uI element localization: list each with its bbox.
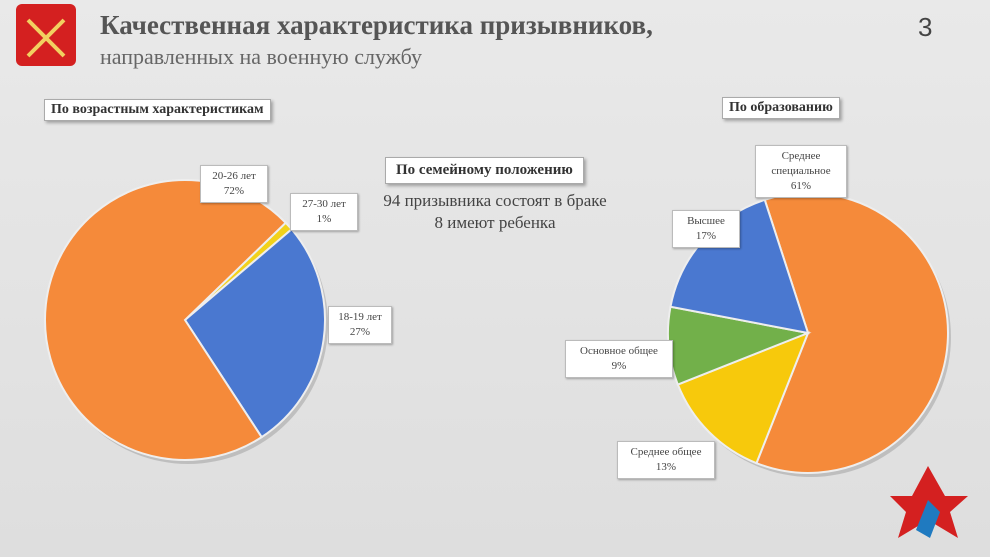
slice-category: 20-26 лет — [212, 170, 256, 182]
star-logo-blue — [916, 500, 940, 538]
slice-label: Среднее общее 13% — [617, 441, 715, 479]
emblem — [16, 4, 76, 66]
slice-category: Основное общее — [580, 345, 658, 357]
emblem-anchors — [26, 18, 66, 58]
slide-subtitle: направленных на военную службу — [100, 44, 422, 69]
slice-label: 20-26 лет 72% — [200, 165, 268, 203]
slice-value: 13% — [655, 461, 677, 473]
chart-title: По образованию — [722, 97, 840, 119]
slice-category: Среднее общее — [630, 446, 702, 458]
slice-label: Среднее специальное 61% — [755, 145, 847, 198]
slice-category: Высшее — [687, 215, 725, 227]
pie-slice — [183, 227, 326, 439]
pie-slice — [676, 331, 810, 465]
slice-value: 17% — [695, 230, 717, 242]
chart-title: По возрастным характеристикам — [44, 99, 271, 121]
family-title: По семейному положению — [385, 157, 584, 184]
family-line: 8 имеют ребенка — [434, 213, 556, 232]
slice-category: Среднее специальное — [771, 150, 831, 177]
slice-value: 27% — [349, 326, 371, 338]
slice-category: 18-19 лет — [338, 311, 382, 323]
page-number: 3 — [918, 12, 933, 42]
slice-label: 27-30 лет 1% — [290, 193, 358, 231]
slide-title: Качественная характеристика призывников, — [100, 10, 653, 40]
family-text: 94 призывника состоят в браке 8 имеют ре… — [330, 190, 660, 234]
slice-value: 9% — [611, 360, 627, 372]
slice-label: Высшее 17% — [672, 210, 740, 248]
slice-value: 61% — [790, 180, 812, 192]
slice-label: Основное общее 9% — [565, 340, 673, 378]
slice-label: 18-19 лет 27% — [328, 306, 392, 344]
slice-value: 1% — [316, 213, 332, 225]
slice-value: 72% — [223, 185, 245, 197]
family-line: 94 призывника состоят в браке — [383, 191, 607, 210]
slice-category: 27-30 лет — [302, 198, 346, 210]
